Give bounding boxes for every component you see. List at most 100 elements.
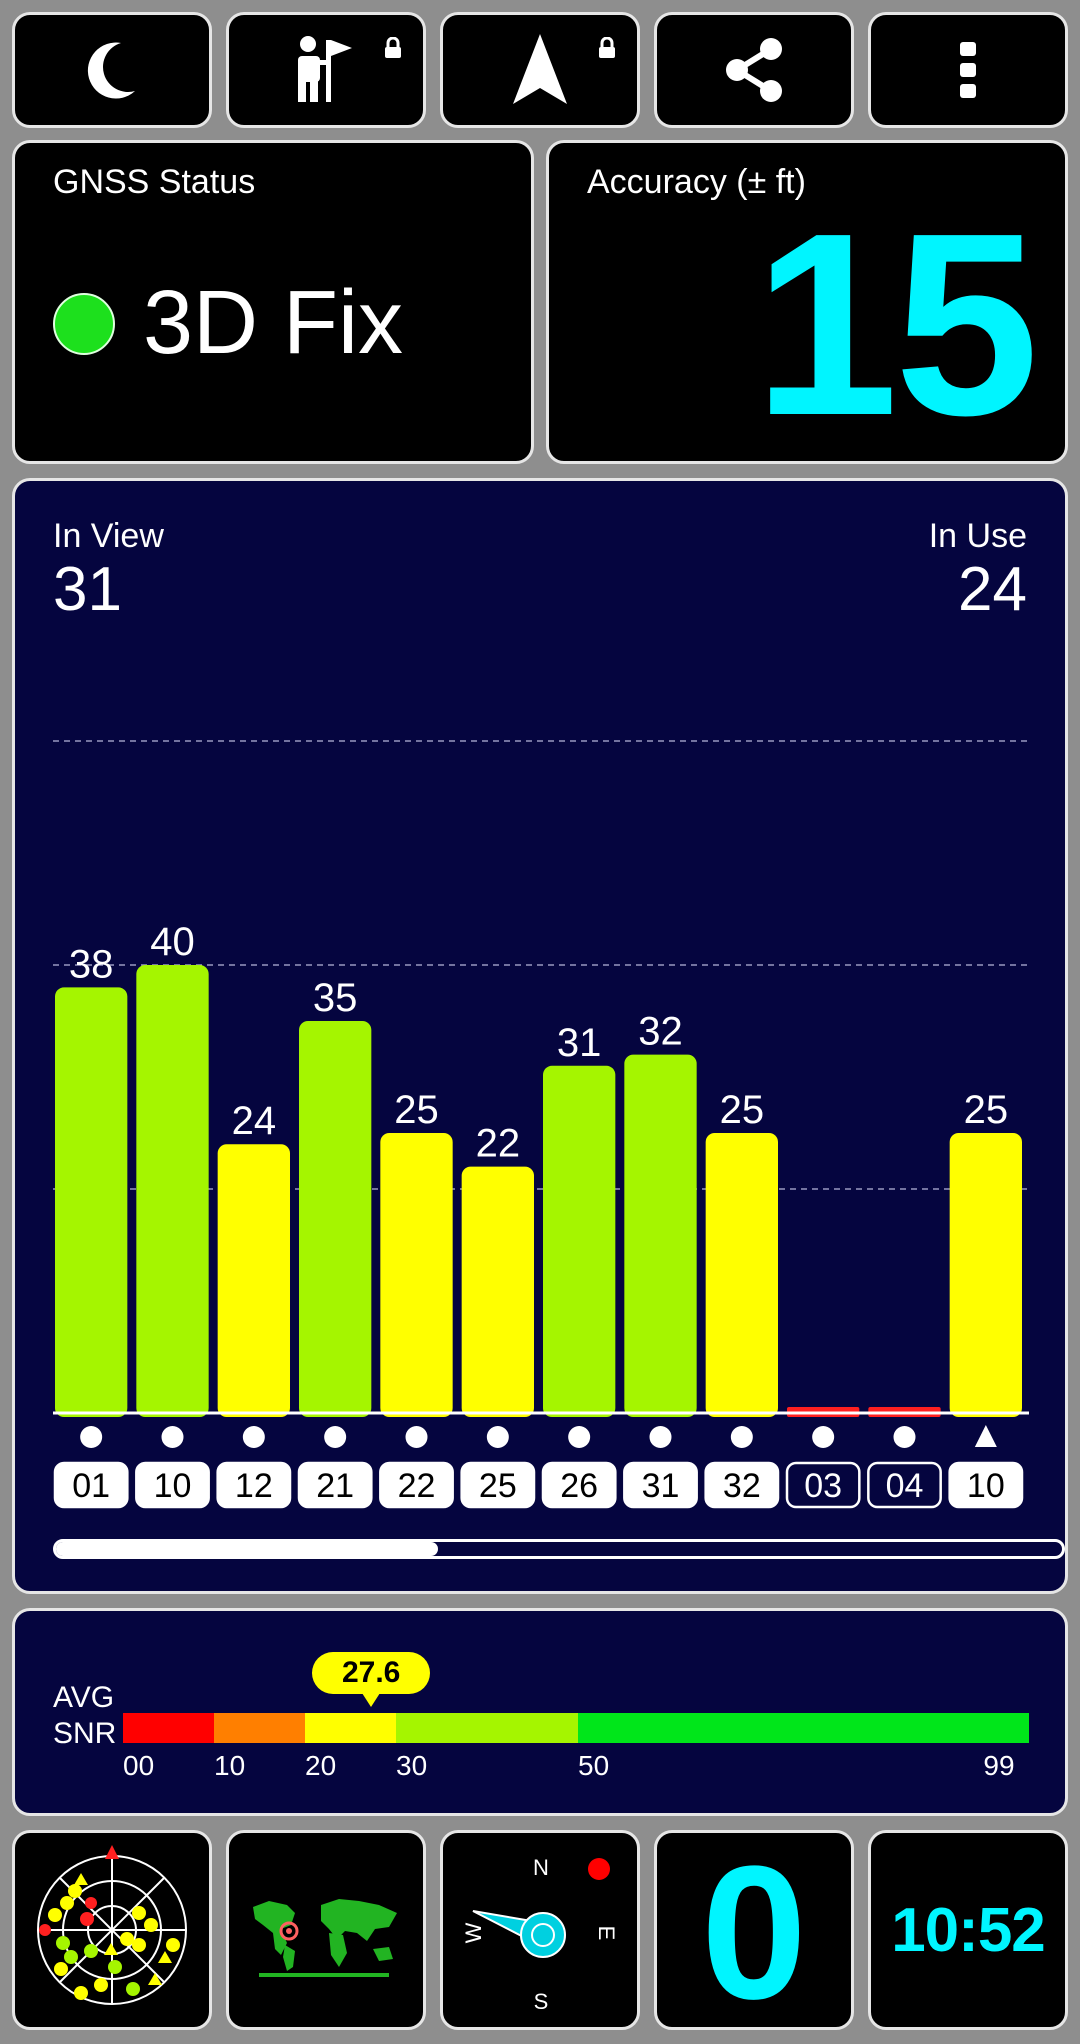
sky-plot-button[interactable] — [12, 1830, 212, 2030]
prn-badge — [135, 1461, 210, 1509]
snr-scale-segment — [578, 1713, 1029, 1743]
prn-badge — [297, 1461, 373, 1509]
prn-label: 12 — [235, 1467, 273, 1505]
world-map-button[interactable] — [226, 1830, 426, 2030]
lock-icon — [385, 37, 401, 58]
snr-value-label: 31 — [557, 1021, 602, 1065]
accuracy-panel[interactable]: Accuracy (± ft) 15 — [546, 140, 1068, 464]
navigate-button[interactable] — [440, 12, 640, 128]
snr-scale-tick: 50 — [578, 1750, 609, 1781]
sky-plot-icon — [37, 1845, 187, 2005]
more-options-button[interactable] — [868, 12, 1068, 128]
prn-badge — [704, 1461, 780, 1509]
constellation-shape-icon — [486, 1426, 509, 1448]
moon-icon — [87, 42, 135, 99]
prn-badge — [379, 1461, 454, 1509]
snr-value-label: 32 — [638, 1010, 683, 1054]
snr-value-label: 25 — [720, 1088, 765, 1132]
snr-scale-tick: 00 — [123, 1750, 154, 1781]
snr-color-scale: 00 10 20 30 50 99 — [123, 1713, 1029, 1781]
prn-badge — [53, 1461, 129, 1509]
avg-snr-panel: AVG SNR 00 10 20 30 50 99 — [12, 1608, 1068, 1816]
constellation-shape-icon — [80, 1426, 103, 1448]
snr-scale-tick: 20 — [305, 1750, 336, 1781]
accuracy-value: 15 — [753, 180, 1039, 470]
snr-value-label: 25 — [964, 1088, 1009, 1132]
snr-bar-31 — [624, 1054, 697, 1417]
snr-scale-tick: 10 — [214, 1750, 245, 1781]
gnss-status-label: GNSS Status — [53, 163, 256, 201]
snr-bar-21 — [299, 1021, 372, 1417]
snr-label: SNR — [53, 1717, 117, 1750]
avg-snr-value: 27.6 — [312, 1652, 431, 1707]
prn-label: 22 — [398, 1467, 436, 1505]
speed-value: 0 — [701, 1827, 807, 2039]
chart-scroll-thumb[interactable] — [56, 1542, 439, 1556]
in-use-count: 24 — [958, 555, 1027, 624]
gnss-status-panel[interactable]: GNSS Status 3D Fix — [12, 140, 534, 464]
navigation-arrow-icon — [513, 34, 567, 104]
snr-bar-12 — [217, 1144, 290, 1417]
avg-label: AVG — [53, 1681, 115, 1714]
prn-badge — [867, 1461, 942, 1509]
prn-label: 26 — [560, 1467, 598, 1505]
prn-badge — [216, 1461, 292, 1509]
snr-scale-segment — [305, 1713, 396, 1743]
in-use-label: In Use — [928, 517, 1027, 555]
snr-scale-tick: 30 — [396, 1750, 427, 1781]
constellation-shape-icon — [568, 1426, 591, 1448]
constellation-shape-icon — [730, 1426, 753, 1448]
constellation-shape-icon — [405, 1426, 428, 1448]
snr-value-label: 38 — [69, 942, 114, 986]
prn-label: 32 — [723, 1467, 761, 1505]
chart-scrollbar[interactable] — [53, 1539, 1065, 1559]
compass-south-label: S — [534, 1989, 549, 2014]
constellation-shape-icon — [242, 1426, 265, 1448]
compass-north-label: N — [533, 1855, 549, 1880]
compass-east-label: E — [594, 1926, 619, 1941]
share-icon — [726, 38, 782, 102]
snr-bar-10 — [949, 1133, 1022, 1417]
snr-scale-tick: 99 — [983, 1750, 1014, 1781]
snr-value-label: 22 — [476, 1122, 521, 1166]
share-button[interactable] — [654, 12, 854, 128]
prn-badge — [948, 1461, 1024, 1509]
prn-label: 10 — [967, 1467, 1005, 1505]
guide-button[interactable] — [226, 12, 426, 128]
constellation-shape-icon — [812, 1426, 835, 1448]
fix-indicator — [53, 293, 115, 355]
constellation-shape-icon — [161, 1426, 184, 1448]
constellation-shape-icon — [893, 1426, 916, 1448]
prn-label: 04 — [886, 1467, 924, 1505]
clock-value: 10:52 — [891, 1896, 1046, 1965]
constellation-shape-icon — [649, 1426, 672, 1448]
snr-bar-32 — [705, 1133, 778, 1417]
prn-badge — [541, 1461, 617, 1509]
prn-label: 10 — [154, 1467, 192, 1505]
compass-west-label: W — [461, 1922, 486, 1943]
night-mode-button[interactable] — [12, 12, 212, 128]
prn-badge — [785, 1461, 861, 1509]
world-map-icon — [251, 1893, 401, 1977]
constellation-shape-icon — [324, 1426, 347, 1448]
satellite-snr-panel[interactable]: In View 31 In Use 24 38 01 40 10 24 12 35 21 25 2… — [12, 478, 1068, 1594]
prn-label: 31 — [642, 1467, 680, 1505]
snr-bar-25 — [461, 1166, 534, 1417]
accuracy-label: Accuracy (± ft) — [587, 163, 806, 201]
fix-status-value: 3D Fix — [143, 273, 404, 373]
lock-icon — [599, 37, 615, 58]
in-view-count: 31 — [53, 555, 122, 624]
speed-panel[interactable]: 0 — [654, 1830, 854, 2030]
prn-label: 21 — [316, 1467, 354, 1505]
compass-button[interactable]: N S E W — [440, 1830, 640, 2030]
clock-panel[interactable]: 10:52 — [868, 1830, 1068, 2030]
snr-bar-chart: 38 01 40 10 24 12 35 21 25 22 22 25 31 26 32 31 25 32 03 04… — [53, 740, 1029, 1509]
snr-bar-10 — [136, 965, 209, 1417]
prn-label: 01 — [72, 1467, 110, 1505]
snr-bar-01 — [55, 987, 128, 1417]
snr-scale-segment — [123, 1713, 214, 1743]
more-vertical-icon — [960, 42, 976, 98]
snr-value-label: 24 — [232, 1099, 277, 1143]
snr-scale-segment — [214, 1713, 305, 1743]
snr-value-label: 40 — [150, 920, 195, 964]
